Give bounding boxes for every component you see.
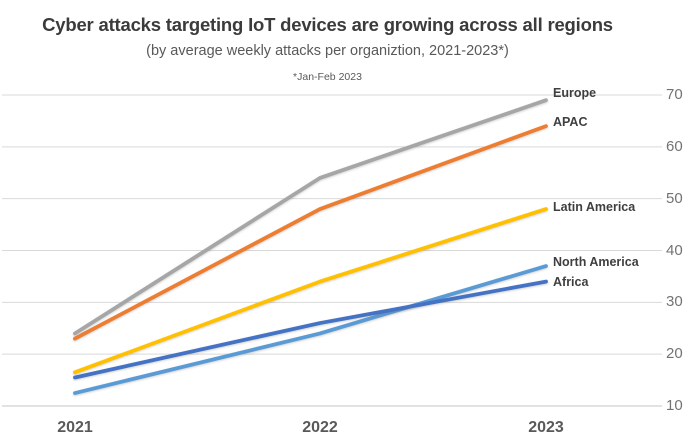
series-line-africa [73, 279, 548, 380]
series-line-apac [73, 124, 548, 341]
series-label-north-america: North America [553, 255, 639, 270]
series-line-europe [73, 98, 548, 336]
y-tick-label-10: 10 [666, 397, 683, 414]
y-tick-label-70: 70 [666, 86, 683, 103]
y-tick-label-40: 40 [666, 241, 683, 259]
x-tick-label-2023: 2023 [528, 419, 564, 436]
chart-footnote: *Jan-Feb 2023 [293, 71, 362, 83]
series-line-latin-america [73, 207, 548, 375]
y-tick-label-20: 20 [666, 345, 683, 363]
y-tick-label-60: 60 [666, 137, 683, 155]
y-tick-label-30: 30 [666, 293, 683, 311]
x-tick-label-2021: 2021 [57, 419, 93, 436]
x-tick-label-2022: 2022 [302, 419, 338, 436]
series-label-latin-america: Latin America [553, 200, 636, 215]
series-label-apac: APAC [553, 115, 588, 130]
series-label-europe: Europe [553, 86, 597, 101]
chart-subtitle: (by average weekly attacks per organizti… [146, 43, 509, 59]
y-tick-label-50: 50 [666, 189, 683, 207]
series-label-africa: Africa [553, 274, 589, 289]
series-line-north-america [73, 264, 548, 395]
chart-title: Cyber attacks targeting IoT devices are … [42, 14, 613, 35]
